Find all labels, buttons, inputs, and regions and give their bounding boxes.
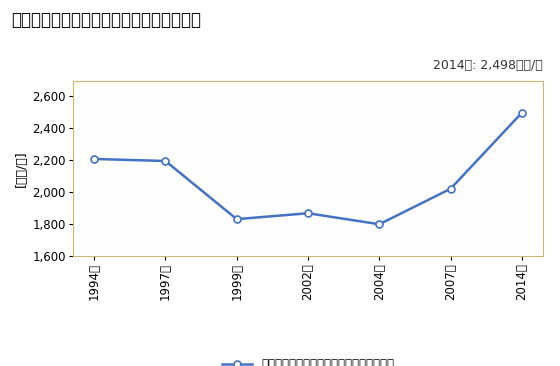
Text: 2014年: 2,498万円/人: 2014年: 2,498万円/人	[433, 59, 543, 72]
Y-axis label: [万円/人]: [万円/人]	[15, 150, 28, 187]
Legend: 小売業の従業者一人当たり年間商品販売額: 小売業の従業者一人当たり年間商品販売額	[217, 354, 399, 366]
Text: 小売業の従業者一人当たり年間商品販売額: 小売業の従業者一人当たり年間商品販売額	[11, 11, 201, 29]
